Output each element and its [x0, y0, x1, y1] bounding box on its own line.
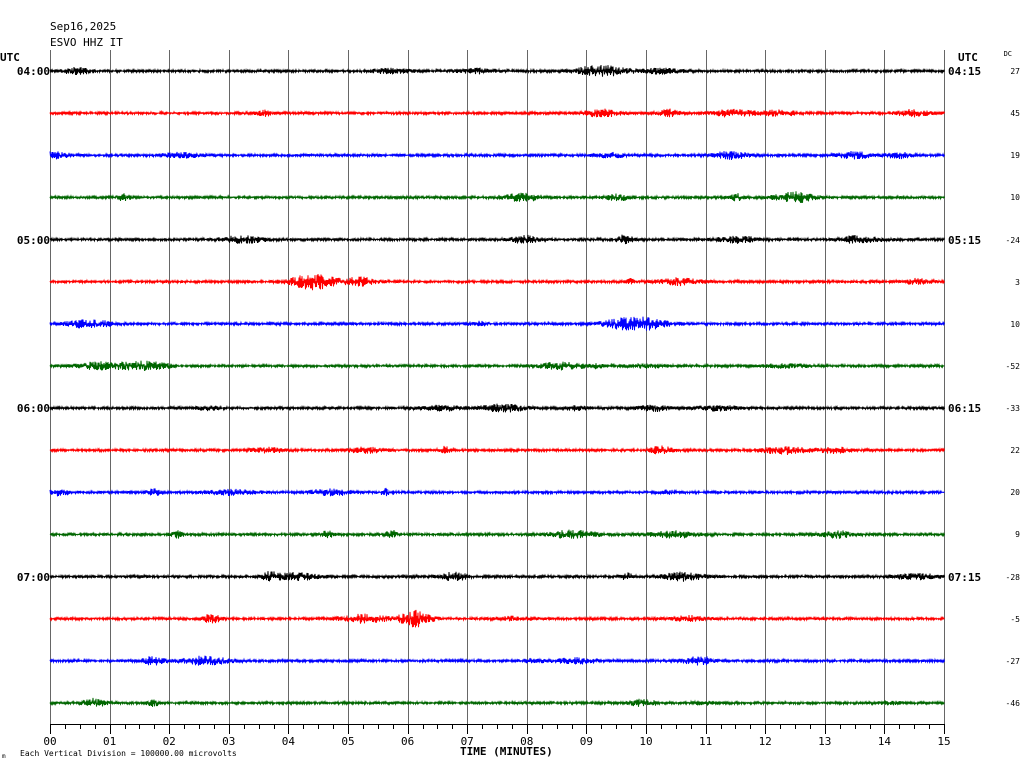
- dc-value: 20: [1010, 488, 1020, 498]
- x-tick-label: 01: [102, 735, 117, 748]
- scale-note: Each Vertical Division = 100000.00 micro…: [20, 749, 237, 758]
- dc-value: -33: [1005, 404, 1020, 414]
- x-tick-label: 07: [460, 735, 474, 748]
- dc-value: 22: [1010, 446, 1020, 456]
- dc-header: DC: [1003, 50, 1012, 58]
- dc-value: -5: [1010, 614, 1020, 624]
- x-tick-label: 14: [877, 735, 892, 748]
- x-tick-label: 03: [222, 735, 236, 748]
- x-tick-label: 10: [639, 735, 653, 748]
- trace-line: [49, 403, 945, 413]
- trace-line: [49, 697, 945, 707]
- dc-value: 10: [1010, 319, 1020, 329]
- trace-line: [49, 487, 945, 497]
- x-tick-label: 05: [341, 735, 355, 748]
- trace-line: [49, 316, 945, 331]
- x-tick-label: 08: [520, 735, 534, 748]
- dc-value: 45: [1010, 109, 1020, 119]
- x-tick-label: 02: [162, 735, 176, 748]
- dc-value: -27: [1005, 656, 1020, 666]
- plot-date: Sep16,2025: [50, 20, 117, 33]
- trace-line: [49, 655, 945, 666]
- trace-line: [49, 108, 945, 118]
- x-tick-label: 04: [281, 735, 296, 748]
- x-tick-label: 00: [43, 735, 57, 748]
- x-tick-label: 12: [758, 735, 772, 748]
- row-end-time: 07:15: [948, 570, 982, 584]
- x-tick-label: 06: [400, 735, 415, 748]
- dc-value: 9: [1015, 530, 1020, 540]
- trace-line: [49, 360, 945, 371]
- dc-value: -24: [1005, 235, 1020, 245]
- trace-line: [49, 571, 945, 582]
- row-end-time: 05:15: [948, 233, 982, 247]
- x-axis-label: TIME (MINUTES): [460, 745, 553, 758]
- trace-line: [49, 273, 945, 291]
- dc-value: 27: [1010, 67, 1020, 76]
- dc-value: 10: [1010, 193, 1020, 203]
- row-start-time: 05:00: [16, 233, 50, 247]
- left-utc-label: UTC: [0, 51, 20, 64]
- x-tick-label: 13: [818, 735, 832, 748]
- right-utc-label: UTC: [958, 51, 978, 64]
- trace-line: [49, 151, 945, 161]
- trace-line: [49, 445, 945, 456]
- x-tick-label: 11: [698, 735, 713, 748]
- trace-line: [49, 64, 945, 77]
- dc-value: 3: [1015, 277, 1020, 287]
- x-tick-label: 09: [579, 735, 594, 748]
- corner-mark: m: [2, 753, 6, 760]
- row-start-time: 07:00: [16, 570, 50, 584]
- row-start-time: 06:00: [16, 402, 50, 416]
- trace-line: [49, 234, 945, 245]
- dc-value: -28: [1005, 572, 1020, 582]
- trace-line: [49, 191, 945, 203]
- row-start-time: 04:00: [16, 65, 50, 78]
- trace-line: [49, 529, 945, 539]
- row-end-time: 06:15: [948, 402, 982, 416]
- dc-value: -46: [1005, 698, 1020, 708]
- dc-value: 19: [1010, 151, 1020, 161]
- trace-line: [49, 609, 945, 628]
- x-tick-label: 15: [937, 735, 951, 748]
- row-end-time: 04:15: [948, 65, 982, 78]
- station-id: ESVO HHZ IT: [50, 36, 123, 49]
- dc-value: -52: [1005, 361, 1020, 371]
